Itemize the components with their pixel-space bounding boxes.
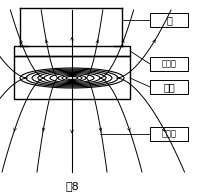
Text: 图8: 图8 xyxy=(65,181,79,191)
Text: 电磁炉: 电磁炉 xyxy=(161,60,176,68)
Text: 线圈: 线圈 xyxy=(163,82,175,92)
Text: 锅: 锅 xyxy=(166,15,172,25)
Text: 磁感线: 磁感线 xyxy=(161,130,176,139)
